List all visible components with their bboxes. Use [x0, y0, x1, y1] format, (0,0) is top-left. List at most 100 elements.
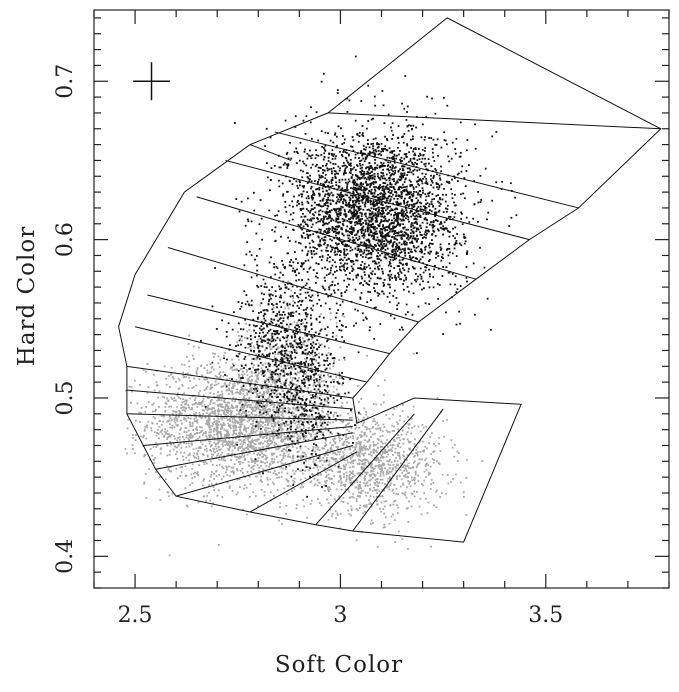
data-point [327, 502, 330, 505]
data-point [352, 470, 354, 473]
data-point [270, 440, 272, 442]
data-point [251, 459, 253, 462]
data-point [267, 413, 269, 415]
data-point [383, 523, 386, 526]
data-point [251, 432, 254, 434]
data-point [290, 387, 293, 390]
data-point [387, 164, 390, 166]
data-point [302, 322, 304, 324]
data-point [268, 420, 271, 423]
data-point [304, 407, 307, 409]
data-point [253, 452, 255, 455]
data-point [267, 364, 270, 366]
data-point [366, 440, 369, 443]
data-point [251, 406, 253, 409]
data-point [262, 442, 265, 445]
data-point [356, 450, 358, 453]
data-point [337, 451, 339, 453]
data-point [228, 424, 231, 427]
data-point [390, 461, 393, 464]
data-point [217, 489, 220, 492]
data-point [359, 459, 362, 462]
data-point [345, 159, 348, 162]
data-point [375, 454, 378, 457]
data-point [176, 450, 178, 453]
data-point [279, 411, 282, 413]
data-point [240, 400, 243, 403]
data-point [354, 486, 357, 489]
data-point [302, 212, 304, 215]
data-point [363, 213, 366, 216]
data-point [261, 399, 264, 402]
data-point [375, 306, 377, 309]
data-point [337, 445, 339, 448]
data-point [291, 446, 294, 448]
data-point [397, 428, 400, 431]
data-point [251, 441, 254, 444]
data-point [412, 449, 415, 452]
data-point [380, 465, 383, 468]
data-point [397, 506, 400, 509]
data-point [282, 193, 285, 196]
data-point [398, 530, 400, 533]
data-point [369, 495, 372, 497]
data-point [370, 505, 373, 508]
data-point [320, 504, 323, 507]
data-point [393, 188, 396, 191]
data-point [272, 426, 275, 428]
data-point [424, 248, 427, 251]
data-point [344, 485, 346, 488]
data-point [329, 199, 331, 202]
data-point [210, 370, 213, 373]
data-point [188, 434, 190, 437]
data-point [388, 189, 391, 191]
data-point [431, 193, 434, 195]
data-point [412, 292, 415, 295]
data-point [228, 434, 231, 436]
data-point [224, 413, 227, 416]
data-point [276, 409, 278, 412]
data-point [189, 436, 191, 438]
data-point [455, 323, 458, 326]
data-point [304, 148, 306, 151]
data-point [217, 391, 219, 393]
data-point [327, 347, 330, 349]
data-point [170, 396, 173, 399]
data-point [268, 438, 271, 441]
data-point [238, 446, 241, 448]
data-point [302, 481, 304, 484]
data-point [352, 496, 355, 499]
data-point [472, 217, 475, 220]
data-point [173, 426, 176, 429]
data-point [392, 464, 395, 466]
data-point [335, 517, 337, 520]
data-point [426, 512, 429, 514]
data-point [427, 501, 430, 504]
data-point [369, 488, 372, 491]
data-point [397, 434, 399, 436]
data-point [341, 438, 343, 440]
data-point [346, 444, 348, 447]
data-point [214, 353, 216, 355]
data-point [365, 411, 367, 414]
data-point [355, 453, 358, 456]
data-point [378, 185, 380, 188]
data-point [370, 451, 372, 454]
data-point [229, 475, 232, 477]
data-point [175, 406, 178, 408]
data-point [425, 180, 428, 183]
data-point [276, 433, 279, 436]
data-point [198, 346, 200, 349]
data-point [225, 405, 228, 408]
data-point [364, 228, 367, 231]
data-point [288, 204, 291, 207]
data-point [341, 443, 344, 446]
data-point [407, 427, 410, 430]
data-point [286, 429, 288, 432]
data-point [379, 459, 382, 462]
data-point [226, 432, 228, 435]
data-point [249, 496, 251, 498]
data-point [260, 475, 263, 478]
data-point [428, 244, 430, 247]
data-point [231, 434, 234, 436]
